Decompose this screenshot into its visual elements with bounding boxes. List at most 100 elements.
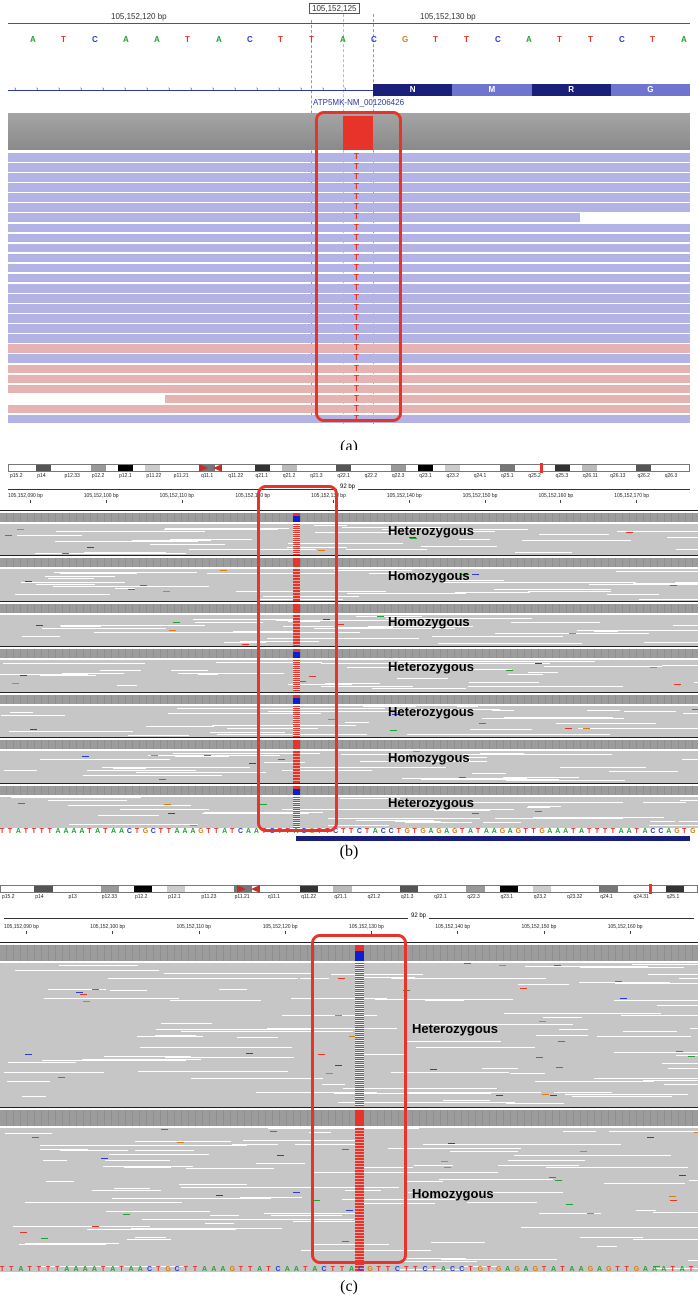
read-gap (103, 1144, 247, 1146)
coverage-bar (0, 603, 698, 613)
reference-base: T (586, 828, 592, 835)
read-gap (238, 713, 313, 715)
read-gap (614, 1052, 698, 1054)
read-gap (290, 998, 387, 1000)
reference-base: A (15, 828, 21, 835)
variant-coverage (355, 1110, 364, 1126)
mismatch (579, 1151, 587, 1153)
read-gap (689, 1028, 698, 1030)
mismatch (318, 1053, 326, 1055)
cytoband-label: q26.3 (664, 473, 678, 479)
mismatch (448, 1143, 455, 1145)
reference-base: T (412, 828, 417, 835)
reference-base: A (182, 828, 188, 835)
read-gap (340, 754, 409, 756)
cytoband-label: q11.22 (301, 894, 317, 900)
read-gap (242, 1139, 363, 1141)
reference-base: A (547, 828, 553, 835)
coordinate-label: 105,152,150 bp (462, 493, 498, 499)
cytoband (609, 465, 625, 471)
variant-base: T (354, 373, 359, 383)
cytoband-ideogram: p15.2 p14 p12.33 p12.2 p12.1 p11.22 p11.21 q11.… (8, 463, 690, 480)
read-gap (314, 627, 455, 629)
read-gap (2, 663, 110, 665)
cytoband-label: q24.1 (600, 894, 613, 900)
read-gap (509, 1072, 546, 1074)
read-gap (321, 686, 414, 688)
read-gap (192, 618, 295, 620)
coverage-bar (0, 785, 698, 795)
read-gap (148, 755, 281, 757)
coordinate-label: 105,152,120 bp (262, 924, 298, 930)
cytoband-label: p15.2 (2, 894, 15, 900)
read-gap (482, 1067, 519, 1069)
reference-base: G (229, 1266, 236, 1273)
read-gap (100, 669, 141, 671)
mismatch (341, 1148, 349, 1150)
read-gap (555, 723, 656, 725)
reference-base: T (330, 1266, 335, 1273)
cytoband-label: p12.1 (168, 894, 181, 900)
read-gap (588, 583, 629, 585)
read (8, 324, 690, 333)
cytoband-label: p13 (68, 894, 77, 900)
variant-reads (293, 705, 300, 738)
reference-base: T (602, 828, 608, 835)
coordinate-tick (284, 931, 286, 934)
cytoband-label: q11.22 (228, 473, 244, 479)
read (8, 374, 690, 384)
read-gap (352, 808, 485, 810)
reference-base: T (266, 1266, 271, 1273)
read-gap (240, 641, 319, 643)
read-gap (468, 529, 529, 530)
read-gap (36, 583, 96, 585)
read-gap (526, 806, 551, 808)
coordinate-label: 105,152,130 bp (311, 493, 346, 499)
reference-base: T (119, 1266, 124, 1273)
mismatch (505, 669, 513, 671)
read-gap (688, 1131, 698, 1133)
read-gap (368, 572, 448, 574)
reference-base: T (27, 1266, 32, 1273)
read-gap (694, 682, 698, 684)
read-gap (61, 673, 125, 674)
reference-base: G (674, 828, 680, 835)
read-gap (608, 1131, 689, 1133)
read-gap (24, 1201, 182, 1203)
mismatch (538, 1021, 546, 1023)
mismatch (619, 998, 627, 1000)
variant-reads (293, 614, 300, 647)
mismatch (87, 547, 95, 549)
reads-area (0, 524, 698, 556)
reference-base: G (514, 1266, 520, 1273)
sequence-base: T (309, 35, 314, 44)
reference-base: C (394, 1266, 400, 1273)
coverage-bar (0, 1110, 698, 1126)
read (8, 223, 690, 233)
mismatch (169, 630, 177, 632)
reference-base: T (166, 828, 171, 835)
read-gap (542, 1017, 582, 1019)
intron-arrow: › (168, 86, 171, 93)
mismatch (189, 824, 197, 826)
read-gap (494, 818, 623, 820)
read-gap (391, 529, 480, 531)
reference-base: T (0, 828, 5, 835)
read-gap (188, 549, 317, 551)
cytoband (100, 886, 119, 892)
mismatch (565, 727, 573, 729)
reference-base: T (431, 1266, 436, 1273)
read-gap (578, 728, 698, 730)
variant-reads (293, 751, 300, 783)
variant-coverage-alt (293, 785, 300, 789)
mismatch (25, 1053, 33, 1055)
reference-base: C (422, 1266, 428, 1273)
mismatch (334, 1015, 342, 1017)
cytoband (333, 886, 352, 892)
reference-base: T (615, 1266, 620, 1273)
reference-base: G (587, 1266, 594, 1273)
intron-arrow: › (322, 86, 325, 93)
track-separator (0, 782, 698, 784)
variant-base: T (354, 202, 359, 212)
read-gap (190, 1077, 324, 1079)
